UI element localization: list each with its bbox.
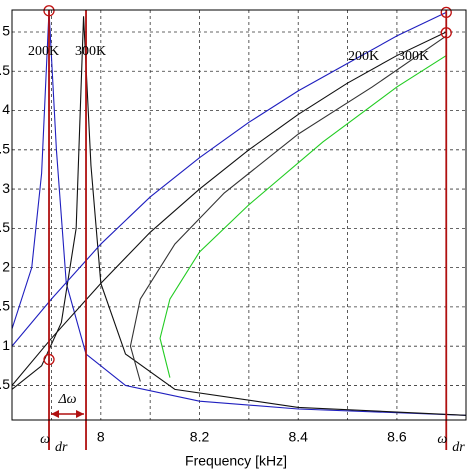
x-axis-label: Frequency [kHz]: [185, 453, 287, 469]
plot: [12, 10, 466, 416]
label: 200K: [348, 49, 379, 64]
series-line: [129, 35, 447, 382]
y-tick-label: 3.5: [0, 141, 10, 157]
y-tick-label: 0.5: [0, 376, 10, 392]
label: 200K: [28, 44, 59, 59]
marker: [440, 6, 452, 19]
marker: [43, 5, 55, 17]
y-tick-label: 2: [2, 258, 10, 274]
y-tick-label: 2.5: [0, 219, 10, 235]
label: dr: [452, 440, 465, 455]
plot-area: [12, 10, 466, 420]
marker: [43, 353, 55, 366]
series-line: [12, 11, 447, 347]
series-line: [159, 55, 447, 378]
y-tick-label: 4: [2, 101, 10, 117]
arrow-head: [51, 410, 85, 418]
y-tick-label: 5: [2, 23, 10, 39]
label: 300K: [75, 44, 106, 59]
plot-frame: [11, 9, 467, 421]
label: ω: [437, 432, 447, 447]
label: 300K: [398, 49, 429, 64]
marker: [440, 27, 452, 39]
x-tick-label: 8.6: [387, 429, 407, 445]
y-tick-label: 4.5: [0, 62, 10, 78]
y-tick-label: 1: [2, 337, 10, 353]
label: Δω: [57, 392, 76, 407]
label: ω: [40, 432, 50, 447]
x-tick-label: 8.4: [288, 429, 308, 445]
x-tick-label: 8: [97, 429, 105, 445]
series-line: [12, 16, 466, 416]
y-tick-label: 3: [2, 180, 10, 196]
y-tick-label: 1.5: [0, 298, 10, 314]
label: dr: [55, 440, 68, 455]
x-tick-label: 8.2: [190, 429, 210, 445]
series-line: [12, 31, 447, 386]
